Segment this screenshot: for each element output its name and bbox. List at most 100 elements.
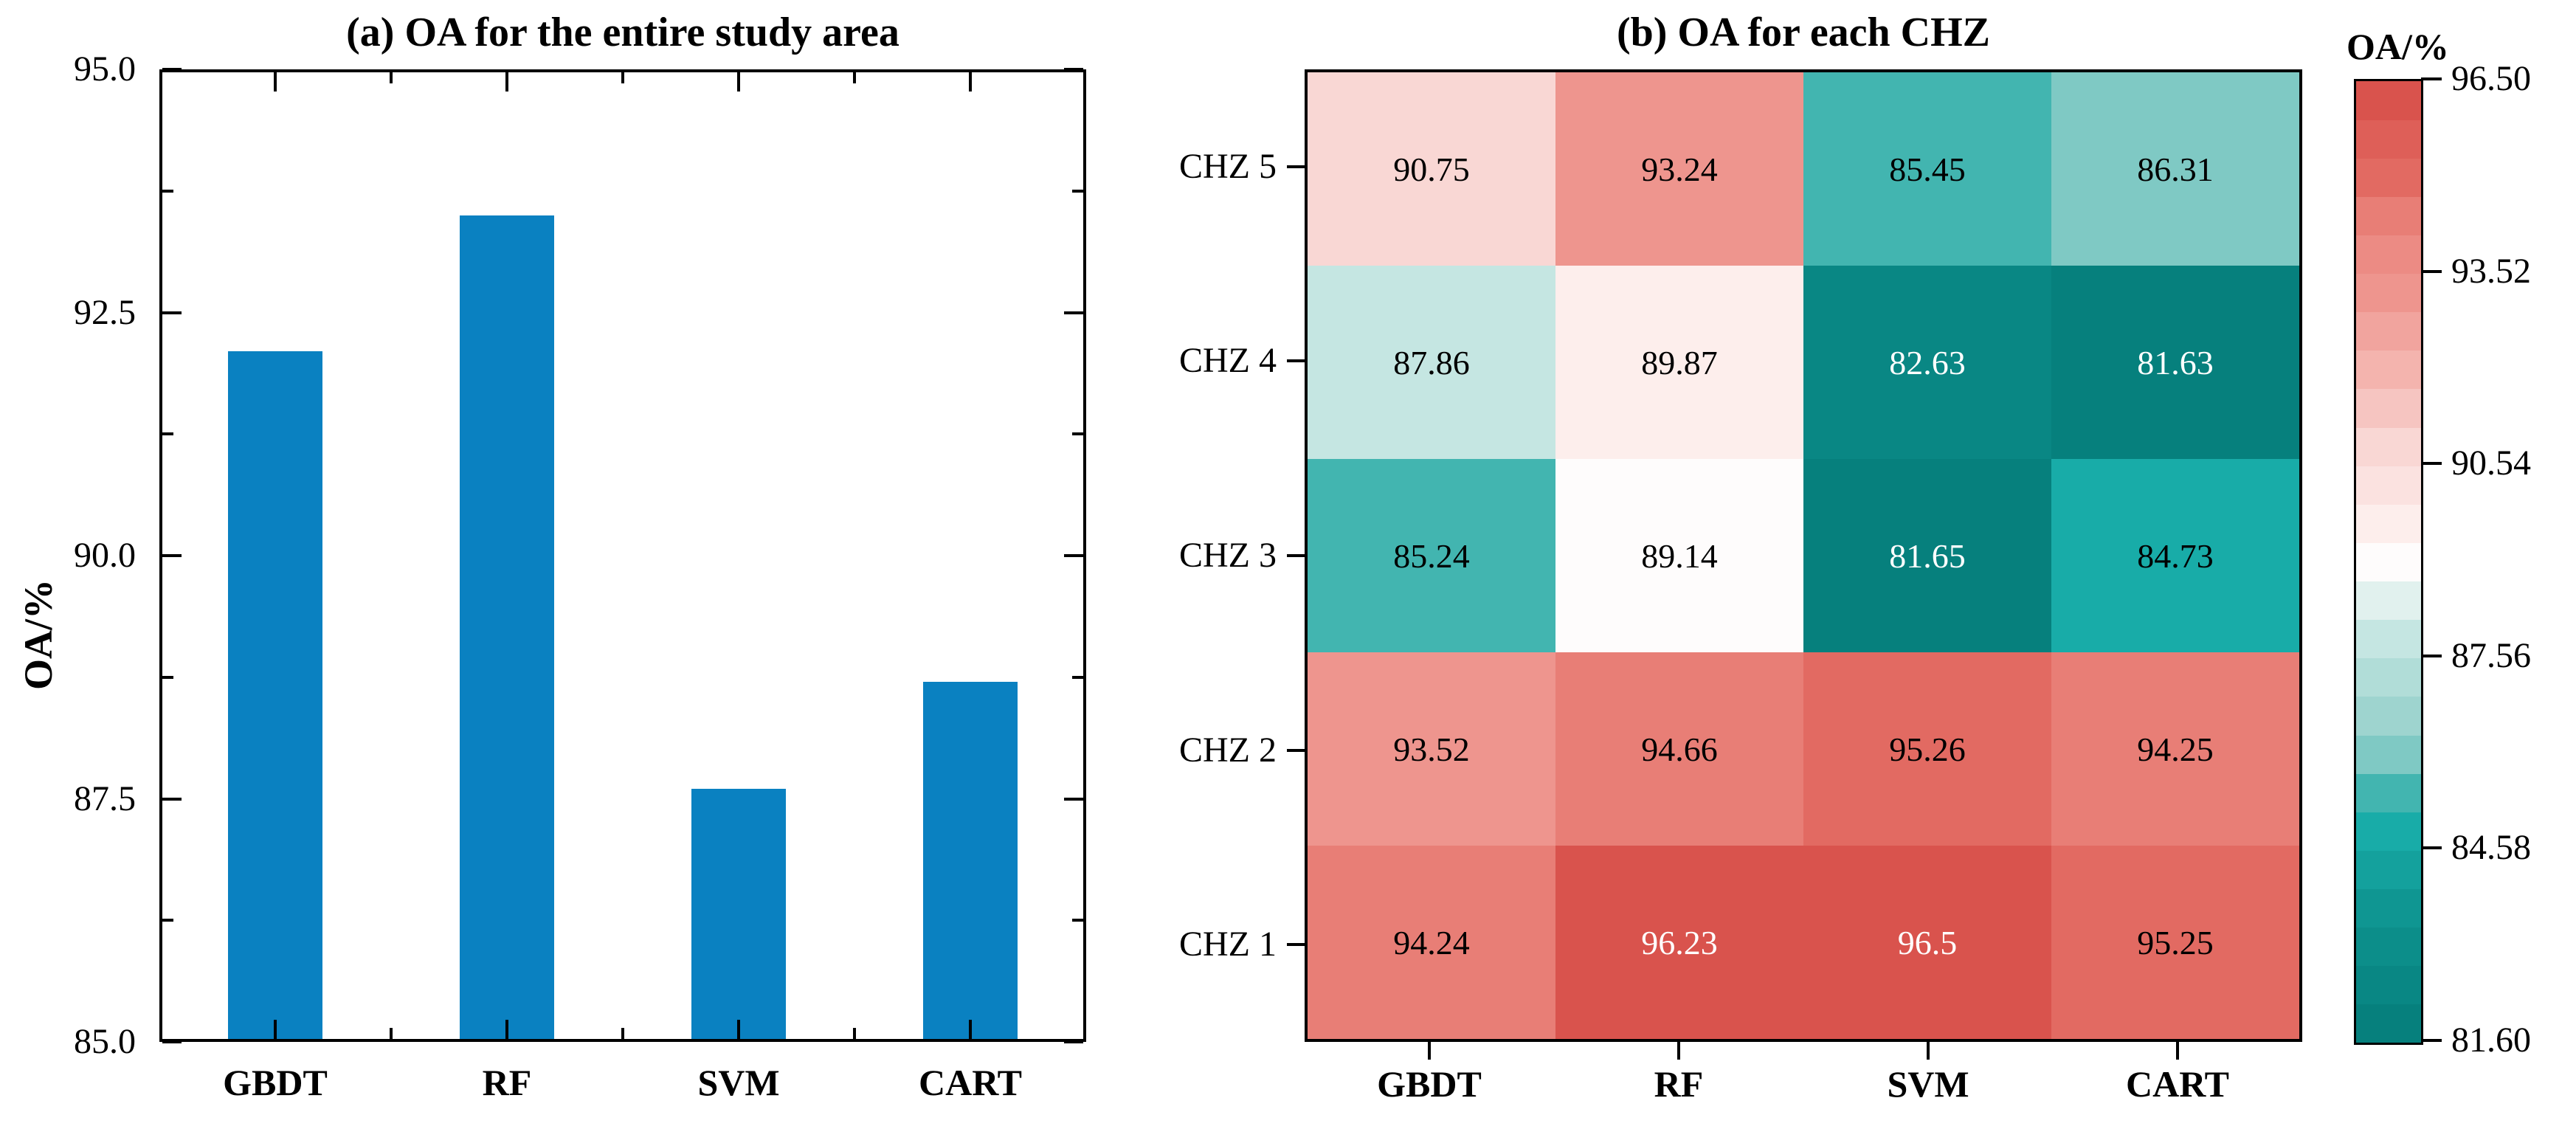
heatmap-cell-r5c3: 85.45: [1803, 72, 2051, 266]
colorbar-tick: [2421, 462, 2442, 466]
colorbar-band: [2356, 196, 2421, 235]
colorbar-band: [2356, 812, 2421, 851]
colorbar-band: [2356, 504, 2421, 543]
heatmap-col-tick: [1927, 1042, 1930, 1060]
colorbar-tick-label: 81.60: [2451, 1021, 2531, 1060]
heatmap-cell-r2c4: 94.25: [2051, 652, 2299, 846]
colorbar-tick-label: 96.50: [2451, 59, 2531, 98]
x-minor-tick: [853, 1028, 856, 1039]
heatmap-row-tick: [1287, 165, 1305, 168]
x-category-label: GBDT: [223, 1062, 328, 1103]
colorbar-band: [2356, 542, 2421, 582]
colorbar-band: [2356, 619, 2421, 659]
panel-a-y-axis-label: OA/%: [16, 579, 61, 691]
x-category-label: RF: [482, 1062, 532, 1103]
x-category-label: SVM: [697, 1062, 780, 1103]
heatmap-cell-r5c1: 90.75: [1308, 72, 1555, 266]
y-tick-label: 90.0: [74, 536, 136, 575]
y-minor-tick-right: [1072, 189, 1083, 193]
colorbar-title: OA/%: [2347, 26, 2449, 67]
colorbar-tick: [2421, 654, 2442, 657]
colorbar-tick: [2421, 269, 2442, 273]
colorbar-band: [2356, 581, 2421, 621]
y-major-tick-right: [1064, 311, 1083, 314]
y-major-tick: [162, 554, 182, 557]
heatmap-cell-r3c3: 81.65: [1803, 459, 2051, 652]
x-category-tick-top: [505, 72, 508, 91]
bar-cart: [923, 682, 1018, 1039]
x-category-tick: [737, 1020, 740, 1039]
column-label-rf: RF: [1654, 1063, 1704, 1105]
colorbar-band: [2356, 965, 2421, 1005]
bar-gbdt: [228, 351, 322, 1039]
heatmap-cell-r4c1: 87.86: [1308, 266, 1555, 459]
colorbar-band: [2356, 235, 2421, 274]
heatmap-col-tick: [2176, 1042, 2179, 1060]
colorbar-band: [2356, 158, 2421, 197]
heatmap-cell-r2c1: 93.52: [1308, 652, 1555, 846]
heatmap-cell-r1c2: 96.23: [1555, 846, 1803, 1039]
heatmap-cell-r4c2: 89.87: [1555, 266, 1803, 459]
colorbar: [2354, 79, 2423, 1045]
colorbar-band: [2356, 273, 2421, 313]
heatmap-cell-r1c4: 95.25: [2051, 846, 2299, 1039]
row-label-chz-5: CHZ 5: [1179, 146, 1277, 186]
colorbar-band: [2356, 1004, 2421, 1043]
y-major-tick-right: [1064, 797, 1083, 801]
heatmap-cell-r3c4: 84.73: [2051, 459, 2299, 652]
colorbar-tick-label: 93.52: [2451, 251, 2531, 291]
y-major-tick: [162, 797, 182, 801]
colorbar-tick: [2421, 77, 2442, 80]
colorbar-tick-label: 87.56: [2451, 635, 2531, 675]
colorbar-band: [2356, 120, 2421, 159]
colorbar-tick-label: 90.54: [2451, 443, 2531, 483]
heatmap-cell-r2c2: 94.66: [1555, 652, 1803, 846]
colorbar-band: [2356, 311, 2421, 351]
x-minor-tick: [390, 1028, 393, 1039]
y-tick-label: 85.0: [74, 1022, 136, 1061]
x-category-label: CART: [919, 1062, 1022, 1103]
y-major-tick: [162, 1040, 182, 1043]
colorbar-tick: [2421, 1039, 2442, 1042]
x-minor-tick-top: [853, 72, 856, 83]
colorbar-band: [2356, 927, 2421, 967]
heatmap-row-tick: [1287, 554, 1305, 557]
y-tick-label: 92.5: [74, 292, 136, 332]
y-minor-tick-right: [1072, 675, 1083, 679]
column-label-gbdt: GBDT: [1377, 1063, 1482, 1105]
x-category-tick: [274, 1020, 277, 1039]
x-category-tick: [505, 1020, 508, 1039]
heatmap-cell-r5c4: 86.31: [2051, 72, 2299, 266]
y-major-tick-right: [1064, 1040, 1083, 1043]
colorbar-band: [2356, 773, 2421, 812]
y-tick-label: 95.0: [74, 49, 136, 89]
colorbar-tick: [2421, 846, 2442, 850]
x-category-tick-top: [274, 72, 277, 91]
y-major-tick-right: [1064, 68, 1083, 71]
row-label-chz-4: CHZ 4: [1179, 341, 1277, 381]
colorbar-tick-label: 84.58: [2451, 828, 2531, 868]
y-major-tick: [162, 68, 182, 71]
x-minor-tick-top: [390, 72, 393, 83]
column-label-cart: CART: [2126, 1063, 2229, 1105]
y-major-tick-right: [1064, 554, 1083, 557]
panel-a-title: (a) OA for the entire study area: [346, 10, 899, 55]
heatmap-cell-r5c2: 93.24: [1555, 72, 1803, 266]
y-minor-tick: [162, 189, 173, 193]
x-minor-tick-top: [621, 72, 624, 83]
colorbar-band: [2356, 388, 2421, 428]
x-category-tick: [969, 1020, 972, 1039]
y-minor-tick-right: [1072, 432, 1083, 436]
heatmap-col-tick: [1677, 1042, 1680, 1060]
colorbar-band: [2356, 657, 2421, 697]
bar-svm: [691, 789, 786, 1039]
colorbar-band: [2356, 427, 2421, 466]
x-category-tick-top: [969, 72, 972, 91]
y-minor-tick: [162, 432, 173, 436]
y-tick-label: 87.5: [74, 778, 136, 818]
panel-b-title: (b) OA for each CHZ: [1616, 10, 1991, 55]
x-category-tick-top: [737, 72, 740, 91]
colorbar-band: [2356, 735, 2421, 774]
y-minor-tick: [162, 675, 173, 679]
